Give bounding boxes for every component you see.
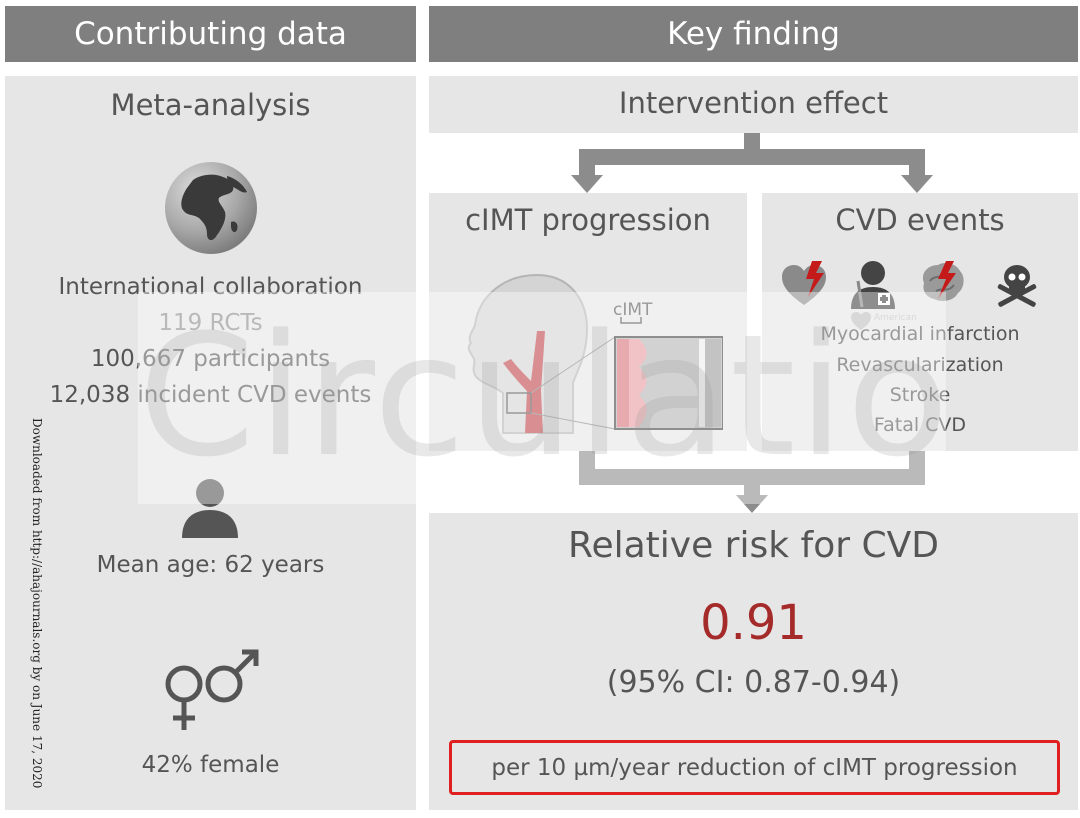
cvd-item-stroke: Stroke <box>889 384 951 406</box>
meta-analysis-title: Meta-analysis <box>110 88 311 122</box>
international-collaboration: International collaboration <box>58 274 363 300</box>
branch-arrow <box>571 133 933 193</box>
relative-risk-value: 0.91 <box>700 595 807 651</box>
confidence-interval: (95% CI: 0.87-0.94) <box>606 665 901 700</box>
cimt-progression-box: cIMT progression cIMT <box>429 193 747 451</box>
female-percent: 42% female <box>141 752 280 778</box>
download-note-container: Downloaded from http://ahajournals.org b… <box>30 418 54 788</box>
cvd-events-title: CVD events <box>835 203 1005 237</box>
merge-arrow <box>579 451 925 513</box>
header-contributing-data: Contributing data <box>5 6 416 62</box>
cimt-progression-title: cIMT progression <box>465 203 711 237</box>
contributing-data-panel: Meta-analysis International collaboratio… <box>5 76 416 810</box>
relative-risk-title: Relative risk for CVD <box>568 525 939 566</box>
person-icon <box>180 478 240 542</box>
cvd-item-myocardial-infarction: Myocardial infarction <box>820 323 1020 345</box>
globe-icon <box>163 160 259 260</box>
gender-icon <box>160 646 270 740</box>
download-note: Downloaded from http://ahajournals.org b… <box>30 418 44 789</box>
aha-logo-watermark: American <box>850 311 917 331</box>
neck-artery-illustration <box>467 273 723 434</box>
cvd-events-box: CVD events American Myocardial infarctio… <box>762 193 1078 451</box>
mean-age: Mean age: 62 years <box>96 552 325 578</box>
aha-logo-text: American <box>874 313 917 323</box>
reduction-note: per 10 µm/year reduction of cIMT progres… <box>449 740 1060 795</box>
brain-stroke-icon <box>922 261 964 301</box>
heart-attack-icon <box>782 261 826 305</box>
cvd-item-revascularization: Revascularization <box>836 354 1004 376</box>
intervention-effect-box: Intervention effect <box>429 76 1078 133</box>
surgeon-icon <box>851 261 895 309</box>
skull-icon <box>997 265 1037 307</box>
participants-count: 100,667 participants <box>90 346 331 372</box>
cimt-label: cIMT <box>613 300 653 320</box>
incident-events-count: 12,038 incident CVD events <box>49 382 372 408</box>
rcts-count: 119 RCTs <box>158 310 263 336</box>
cvd-item-fatal-cvd: Fatal CVD <box>873 414 967 436</box>
header-key-finding: Key finding <box>429 6 1078 62</box>
relative-risk-box: Relative risk for CVD 0.91 (95% CI: 0.87… <box>429 513 1078 810</box>
intervention-effect-title: Intervention effect <box>618 86 889 120</box>
